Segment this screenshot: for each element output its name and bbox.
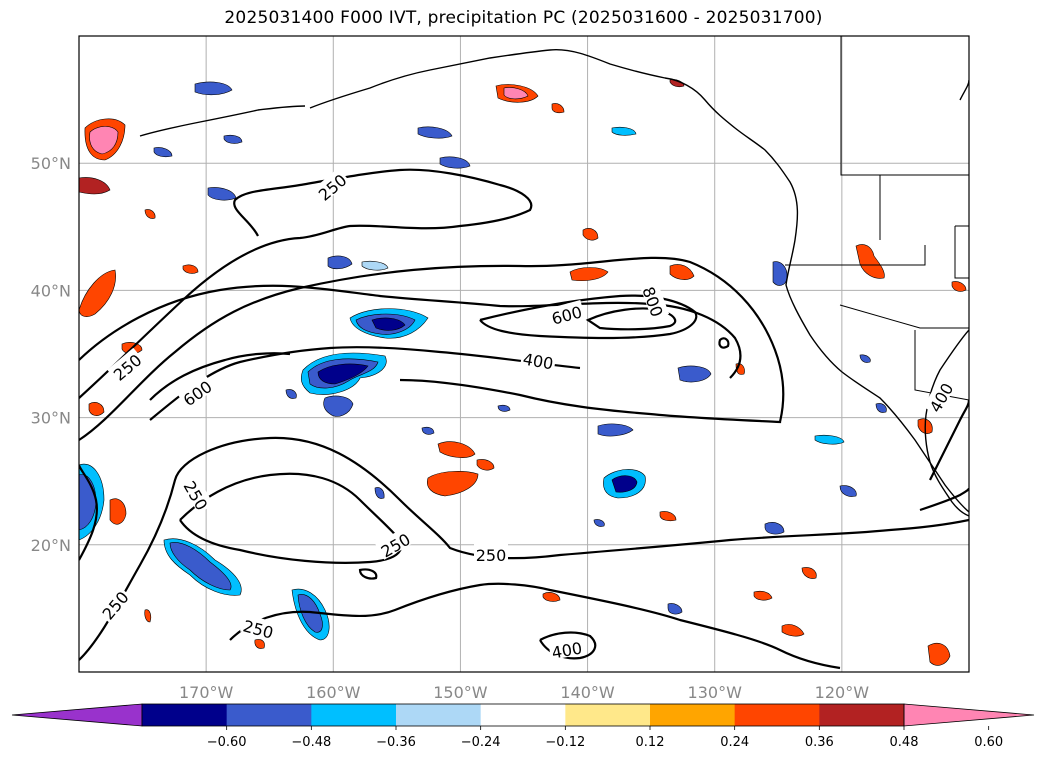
longitude-labels: 170°W 160°W 150°W 140°W 130°W 120°W [179, 683, 869, 702]
contour-label-bg [177, 374, 216, 409]
contour-600-main [149, 346, 581, 421]
colorbar-segment [819, 704, 905, 726]
contour-small-1 [358, 568, 378, 580]
contour-label-text: 250 [476, 546, 507, 565]
colorbar-tick-label: 0.48 [890, 735, 919, 750]
positive-precip-areas [79, 79, 967, 666]
map-frame [78, 35, 970, 673]
colorbar-segment [480, 704, 566, 726]
colorbar-tick-label: −0.60 [207, 735, 247, 750]
border-state-ca-az [839, 304, 969, 329]
contour-label-bg [181, 475, 214, 514]
border-us-mexico [914, 330, 969, 401]
colorbar: −0.60 −0.48 −0.36 −0.24 −0.12 0.12 0.24 0.36 0.4… [11, 703, 1035, 750]
colorbar-tick-label: 0.36 [805, 735, 834, 750]
contour-400-main [79, 284, 742, 379]
colorbar-min-extension [11, 703, 143, 727]
latitude-label: 30°N [31, 409, 71, 428]
precipitation-areas [79, 79, 967, 666]
contour-label-bg [95, 585, 132, 623]
latitude-labels: 20°N 30°N 40°N 50°N [31, 154, 71, 555]
colorbar-segment [734, 704, 820, 726]
map-title: 2025031400 F000 IVT, precipitation PC (2… [224, 8, 823, 28]
contour-label-bg [548, 636, 585, 660]
contour-label: 400 [548, 636, 585, 663]
contour-label-bg [547, 300, 585, 327]
contour-small-2 [718, 337, 730, 349]
contour-label: 250 [474, 544, 508, 565]
contour-250-west [79, 464, 98, 561]
contour-label: 250 [312, 167, 350, 205]
colorbar-segment [396, 704, 482, 726]
coastline-baja [924, 329, 969, 517]
contour-label: 250 [240, 614, 278, 643]
contour-250-north [79, 168, 533, 399]
border-us-canada [840, 36, 969, 176]
coastline-aleutians [139, 105, 306, 137]
colorbar-tick-label: −0.48 [291, 735, 331, 750]
colorbar-tick-label: 0.12 [636, 735, 665, 750]
border-state-ut [954, 225, 969, 279]
contour-label-bg [375, 527, 414, 560]
colorbar-frame [141, 703, 905, 727]
colorbar-max-extension [903, 703, 1035, 727]
colorbar-tick-label: 0.24 [720, 735, 749, 750]
contour-label-bg [520, 347, 557, 371]
colorbar-tick-label: −0.36 [376, 735, 416, 750]
colorbar-tick-label: −0.12 [545, 735, 585, 750]
contour-label-bg [107, 347, 145, 384]
longitude-label: 150°W [433, 683, 488, 702]
longitude-label: 160°W [306, 683, 361, 702]
longitude-label: 120°W [815, 683, 870, 702]
contour-label-bg [474, 544, 508, 562]
latitude-label: 40°N [31, 281, 71, 300]
colorbar-tick-label: 0.60 [974, 735, 1003, 750]
contour-400-west [149, 352, 291, 401]
contour-600-east [479, 294, 698, 340]
contour-label-bg [312, 167, 350, 204]
contour-label-bg [240, 614, 278, 641]
colorbar-segment [650, 704, 736, 726]
longitude-label: 170°W [179, 683, 234, 702]
contour-400-south [229, 582, 841, 670]
colorbar-segment [226, 704, 312, 726]
contour-label: 600 [547, 300, 585, 329]
contour-800 [585, 307, 677, 331]
contour-label-bg [923, 377, 956, 416]
colorbar-segment [565, 704, 651, 726]
political-borders [785, 36, 969, 401]
contour-250-coast [919, 487, 969, 512]
colorbar-segment [311, 704, 397, 726]
contour-250-south [79, 436, 969, 661]
latitude-label: 20°N [31, 536, 71, 555]
latitude-label: 50°N [31, 154, 71, 173]
colorbar-segment [142, 704, 228, 726]
longitude-label: 140°W [560, 683, 615, 702]
coastline-north-america [309, 48, 969, 513]
longitude-label: 130°W [688, 683, 743, 702]
border-state-ca-or [785, 245, 926, 266]
contour-250-main [79, 256, 785, 441]
colorbar-tick-label: −0.24 [461, 735, 501, 750]
negative-precip-areas [79, 81, 887, 641]
contour-label-bg [640, 281, 670, 321]
ivt-contours [79, 168, 969, 670]
contour-400-coast [929, 399, 969, 481]
